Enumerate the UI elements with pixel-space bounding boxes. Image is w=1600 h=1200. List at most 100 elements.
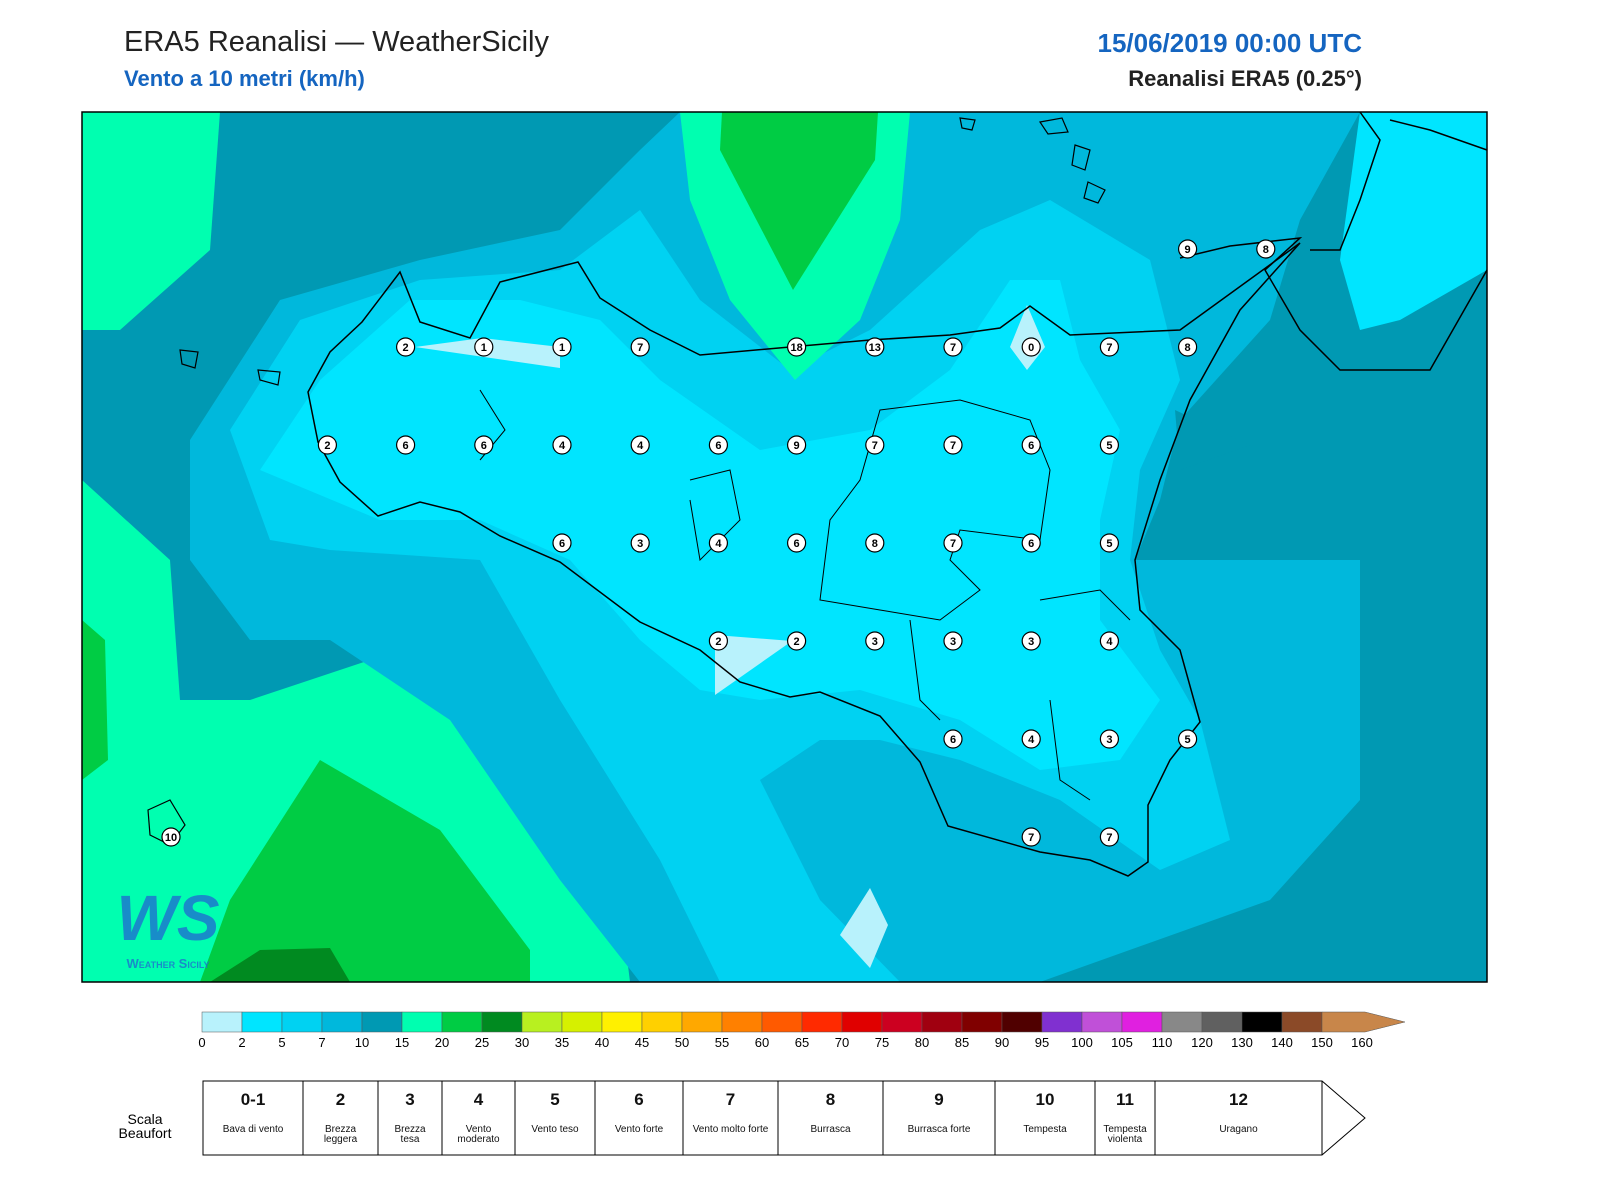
colorbar-segment	[441, 1011, 483, 1033]
station-value: 6	[794, 538, 800, 550]
logo-name: Weather Sicily	[126, 956, 209, 971]
station-marker	[865, 631, 885, 651]
station-marker	[865, 337, 885, 357]
station-marker	[1177, 729, 1198, 749]
station-marker	[1021, 631, 1041, 651]
beaufort-label: Tempesta	[1023, 1124, 1067, 1135]
colorbar-segment	[521, 1011, 563, 1033]
station-value: 0	[1028, 342, 1034, 354]
station-marker	[630, 337, 650, 357]
colorbar-segment	[201, 1011, 243, 1033]
colorbar-tick-label: 105	[1111, 1035, 1133, 1050]
beaufort-force: 8	[825, 1090, 836, 1109]
beaufort-label: Tempesta violenta	[1103, 1124, 1147, 1145]
station-marker	[1177, 337, 1198, 357]
colorbar-tick-label: 65	[795, 1035, 809, 1050]
station-marker	[396, 435, 416, 455]
station-marker	[1256, 239, 1276, 259]
contour	[1175, 410, 1250, 470]
station-marker	[317, 435, 337, 455]
station-value: 4	[1106, 636, 1113, 648]
beaufort-label: Bava di vento	[222, 1124, 284, 1135]
subtitle: Vento a 10 metri (km/h)	[124, 66, 365, 91]
colorbar-segment	[281, 1011, 323, 1033]
colorbar-tick-label: 95	[1035, 1035, 1049, 1050]
colorbar-segment	[921, 1011, 963, 1033]
station-marker	[1177, 239, 1198, 259]
station-marker	[630, 533, 650, 553]
station-marker	[943, 533, 963, 553]
station-marker	[1099, 533, 1120, 553]
station-value: 6	[559, 538, 565, 550]
colorbar-segment	[841, 1011, 883, 1033]
colorbar-segment	[1321, 1011, 1406, 1033]
colorbar-tick-label: 90	[995, 1035, 1009, 1050]
colorbar-segment	[801, 1011, 843, 1033]
colorbar-tick-label: 120	[1191, 1035, 1213, 1050]
station-marker	[865, 435, 885, 455]
beaufort-force: 9	[934, 1090, 944, 1109]
colorbar-segment	[681, 1011, 723, 1033]
datetime: 15/06/2019 00:00 UTC	[1097, 28, 1362, 58]
contour	[1340, 112, 1487, 330]
station-marker	[1099, 337, 1120, 357]
beaufort-force: 0-1	[240, 1090, 266, 1109]
station-value: 5	[1185, 734, 1191, 746]
beaufort-force: 3	[405, 1090, 415, 1109]
station-value: 1	[559, 342, 565, 354]
beaufort-title: Scala Beaufort	[118, 1111, 172, 1141]
station-value: 2	[324, 440, 330, 452]
station-marker	[943, 337, 963, 357]
station-value: 3	[872, 636, 878, 648]
beaufort-label: Burrasca	[810, 1124, 851, 1135]
station-marker	[1099, 435, 1120, 455]
colorbar-segment	[601, 1011, 643, 1033]
station-value: 8	[1185, 342, 1191, 354]
colorbar-tick-label: 55	[715, 1035, 729, 1050]
station-marker	[1099, 729, 1120, 749]
colorbar-segment	[641, 1011, 683, 1033]
colorbar-segment	[1161, 1011, 1203, 1033]
station-value: 4	[559, 440, 566, 452]
station-marker	[1021, 827, 1041, 847]
station-value: 18	[790, 342, 802, 354]
contour	[200, 760, 530, 982]
contour	[82, 112, 220, 330]
colorbar-tick-label: 25	[475, 1035, 489, 1050]
colorbar-tick-label: 140	[1271, 1035, 1293, 1050]
station-value: 7	[1028, 832, 1034, 844]
colorbar-tick-label: 60	[755, 1035, 769, 1050]
station-marker	[1099, 827, 1120, 847]
colorbar-segment	[1241, 1011, 1283, 1033]
station-value: 6	[1028, 538, 1034, 550]
station-marker	[552, 337, 572, 357]
station-value: 7	[1106, 832, 1112, 844]
station-marker	[943, 631, 963, 651]
colorbar-tick-label: 160	[1351, 1035, 1373, 1050]
colorbar-segment	[561, 1011, 603, 1033]
station-marker	[943, 729, 963, 749]
colorbar-segment	[1041, 1011, 1083, 1033]
colorbar-segment	[1281, 1011, 1323, 1033]
colorbar-tick-label: 150	[1311, 1035, 1333, 1050]
beaufort-label: Brezza tesa	[394, 1124, 426, 1145]
colorbar: 0 2 5 7 10 15 20 25 30 35 40 45 50 55 60 65 70 75 80 85 90 95…	[198, 1011, 1406, 1050]
colorbar-tick-label: 7	[318, 1035, 325, 1050]
station-marker	[630, 435, 650, 455]
beaufort-label: Brezza leggera	[323, 1124, 358, 1145]
colorbar-segment	[241, 1011, 283, 1033]
station-value: 5	[1106, 440, 1112, 452]
colorbar-tick-label: 40	[595, 1035, 609, 1050]
beaufort-label: Vento molto forte	[692, 1124, 769, 1135]
station-value: 6	[403, 440, 409, 452]
stations: 9 8 2 1 1 7 18 13 7 0 7 8 2 6 6 4 4 6 9 7 7 6 5 6 3 4 6 8 7 6 5 2 2 3 3 3 4 6…	[161, 239, 1276, 847]
contour	[715, 635, 792, 695]
station-value: 7	[637, 342, 643, 354]
colorbar-tick-label: 85	[955, 1035, 969, 1050]
station-value: 6	[715, 440, 721, 452]
beaufort-force: 12	[1229, 1090, 1248, 1109]
contour	[82, 620, 108, 780]
colorbar-tick-label: 15	[395, 1035, 409, 1050]
colorbar-tick-label: 100	[1071, 1035, 1093, 1050]
